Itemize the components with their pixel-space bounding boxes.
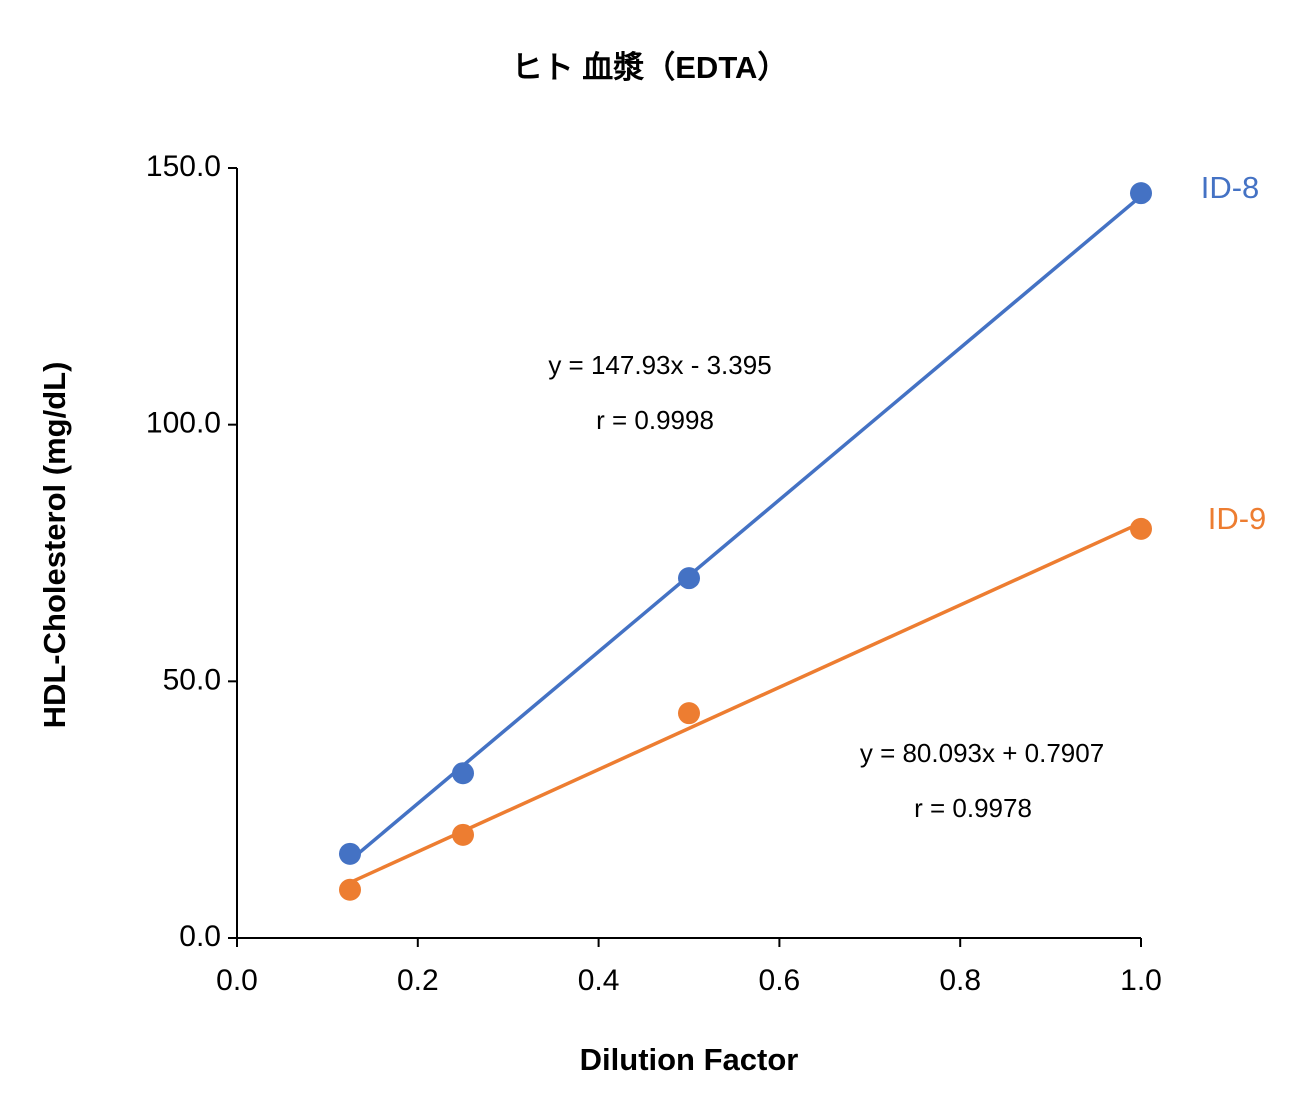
- point: [678, 702, 700, 725]
- series-label: ID-8: [1201, 170, 1260, 205]
- y-tick-label: 150.0: [146, 150, 221, 183]
- point: [339, 878, 361, 901]
- r-value: r = 0.9998: [596, 405, 714, 435]
- point: [452, 762, 474, 785]
- point: [339, 842, 361, 865]
- point: [1130, 517, 1152, 540]
- y-tick-label: 0.0: [179, 920, 221, 953]
- x-tick-label: 0.4: [578, 964, 620, 997]
- chart-title: ヒト 血漿（EDTA）: [512, 50, 789, 85]
- r-value: r = 0.9978: [914, 793, 1032, 823]
- y-tick-label: 100.0: [146, 407, 221, 440]
- equation: y = 80.093x + 0.7907: [860, 738, 1104, 768]
- point: [1130, 182, 1152, 205]
- x-tick-label: 0.8: [939, 964, 981, 997]
- point: [452, 823, 474, 846]
- trendline: [349, 521, 1142, 885]
- x-tick-label: 0.2: [397, 964, 439, 997]
- x-tick-label: 1.0: [1120, 964, 1162, 997]
- y-tick-label: 50.0: [163, 663, 221, 696]
- x-axis-title: Dilution Factor: [580, 1042, 799, 1077]
- equation: y = 147.93x - 3.395: [548, 350, 771, 380]
- x-tick-label: 0.6: [759, 964, 801, 997]
- series-label: ID-9: [1208, 501, 1267, 536]
- y-axis-title: HDL-Cholesterol (mg/dL): [37, 362, 72, 729]
- x-tick-label: 0.0: [216, 964, 258, 997]
- point: [678, 567, 700, 590]
- trendline: [348, 194, 1143, 862]
